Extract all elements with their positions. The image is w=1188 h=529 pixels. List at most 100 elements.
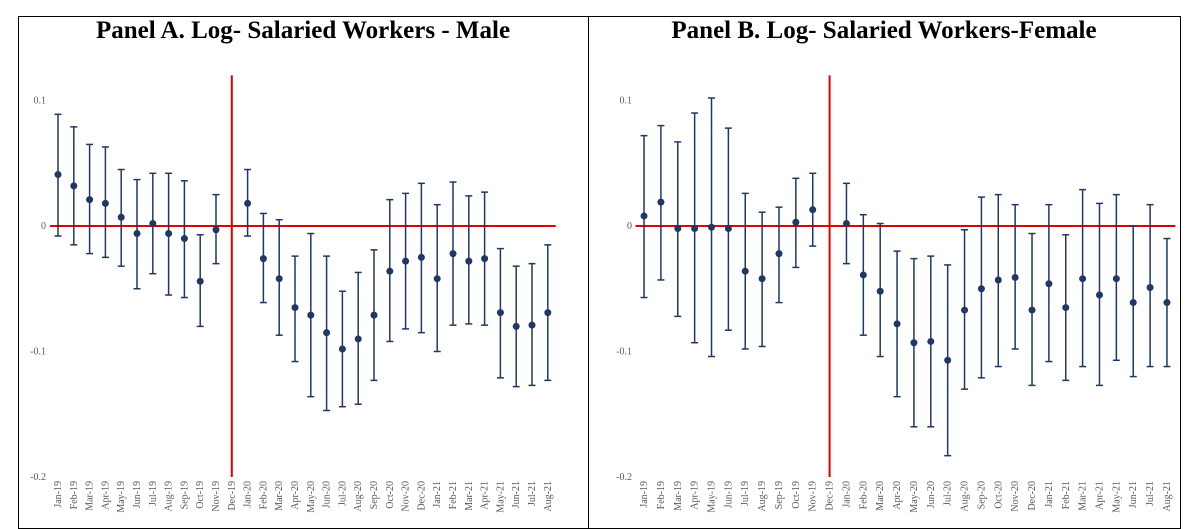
- x-tick-label: Aug-21: [1162, 481, 1173, 512]
- point: [275, 275, 283, 283]
- point: [86, 196, 94, 204]
- x-tick-label: Jun-21: [1128, 481, 1139, 508]
- point: [876, 287, 884, 295]
- x-tick-label: Jan-19: [53, 481, 64, 508]
- point: [724, 225, 732, 233]
- x-tick-label: Jul-19: [148, 481, 159, 506]
- x-tick-label: Oct-19: [195, 481, 206, 509]
- x-tick-label: Dec-19: [227, 481, 238, 510]
- x-tick-label: Jul-21: [527, 481, 538, 506]
- x-tick-label: May-21: [1111, 481, 1122, 513]
- point: [307, 311, 315, 319]
- x-tick-label: Mar-20: [274, 481, 285, 511]
- y-tick-label: -0.1: [616, 347, 632, 358]
- y-tick-label: 0: [41, 221, 46, 232]
- point: [1045, 280, 1053, 288]
- panel-frame: [18, 16, 589, 529]
- point: [758, 275, 766, 283]
- x-tick-label: Jul-20: [943, 481, 954, 506]
- x-tick-label: Mar-20: [875, 481, 886, 511]
- point: [775, 250, 783, 258]
- point: [1146, 283, 1154, 291]
- point: [512, 322, 520, 330]
- point: [893, 320, 901, 328]
- point: [640, 212, 648, 220]
- point: [338, 345, 346, 353]
- point: [149, 219, 157, 227]
- point: [1095, 291, 1103, 299]
- point: [465, 257, 473, 265]
- point: [708, 223, 716, 231]
- point: [691, 225, 699, 233]
- x-tick-label: Feb-19: [69, 481, 80, 509]
- x-tick-label: Jul-21: [1145, 481, 1156, 506]
- point: [291, 304, 299, 312]
- x-tick-label: May-19: [707, 481, 718, 513]
- x-tick-label: Jan-20: [841, 481, 852, 508]
- x-tick-label: Nov-20: [1010, 481, 1021, 512]
- point: [1129, 299, 1137, 307]
- x-tick-label: Feb-21: [1061, 481, 1072, 509]
- x-tick-label: Sep-20: [976, 481, 987, 509]
- x-tick-label: Jul-20: [337, 481, 348, 506]
- x-tick-label: Jun-19: [132, 481, 143, 508]
- point: [244, 199, 252, 207]
- point: [528, 321, 536, 329]
- x-tick-label: Sep-20: [369, 481, 380, 509]
- x-tick-label: Jun-20: [926, 481, 937, 508]
- x-tick-label: Apr-19: [100, 481, 111, 510]
- x-tick-label: Aug-21: [543, 481, 554, 512]
- point: [180, 235, 188, 243]
- point: [133, 230, 141, 238]
- x-tick-label: Dec-19: [825, 481, 836, 510]
- y-tick-label: -0.1: [30, 347, 46, 358]
- y-tick-label: 0.1: [34, 96, 47, 107]
- x-tick-label: Aug-19: [164, 481, 175, 512]
- point: [741, 267, 749, 275]
- y-tick-label: 0: [627, 221, 632, 232]
- x-tick-label: Mar-19: [673, 481, 684, 511]
- point: [101, 199, 109, 207]
- x-tick-label: Feb-21: [448, 481, 459, 509]
- point: [117, 213, 125, 221]
- point: [944, 356, 952, 364]
- x-tick-label: Dec-20: [1027, 481, 1038, 510]
- x-tick-label: Nov-19: [211, 481, 222, 512]
- x-tick-label: Feb-19: [656, 481, 667, 509]
- point: [842, 219, 850, 227]
- point: [386, 267, 394, 275]
- x-tick-label: Dec-20: [416, 481, 427, 510]
- y-tick-label: -0.2: [616, 472, 632, 483]
- x-tick-label: Apr-21: [480, 481, 491, 510]
- x-tick-label: Jun-19: [723, 481, 734, 508]
- x-tick-label: Aug-20: [960, 481, 971, 512]
- point: [259, 255, 267, 263]
- x-tick-label: Apr-19: [690, 481, 701, 510]
- x-tick-label: Apr-21: [1094, 481, 1105, 510]
- x-tick-label: Jan-19: [639, 481, 650, 508]
- point: [54, 171, 62, 179]
- x-tick-label: Sep-19: [774, 481, 785, 509]
- x-tick-label: Aug-19: [757, 481, 768, 512]
- point: [1028, 306, 1036, 314]
- point: [1011, 273, 1019, 281]
- x-tick-label: Jun-21: [511, 481, 522, 508]
- point: [196, 277, 204, 285]
- x-tick-label: Oct-19: [791, 481, 802, 509]
- x-tick-label: May-19: [116, 481, 127, 513]
- x-tick-label: Jun-20: [322, 481, 333, 508]
- x-tick-label: Oct-20: [385, 481, 396, 509]
- x-tick-label: May-20: [306, 481, 317, 513]
- point: [994, 276, 1002, 284]
- x-tick-label: Sep-19: [179, 481, 190, 509]
- x-tick-label: Jul-19: [740, 481, 751, 506]
- point: [910, 339, 918, 347]
- x-tick-label: Jan-20: [243, 481, 254, 508]
- point: [370, 311, 378, 319]
- point: [859, 271, 867, 279]
- x-tick-label: Mar-19: [85, 481, 96, 511]
- x-tick-label: Apr-20: [290, 481, 301, 510]
- x-tick-label: Nov-20: [401, 481, 412, 512]
- point: [977, 285, 985, 293]
